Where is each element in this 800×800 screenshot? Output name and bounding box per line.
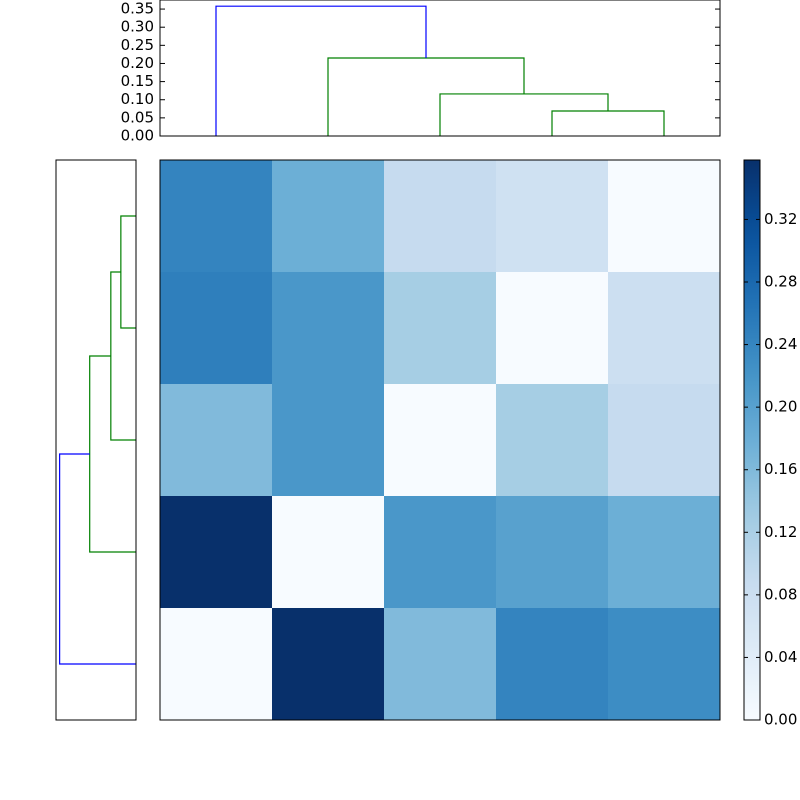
heatmap-cell [608,160,721,273]
y-tick-label: 0.20 [121,54,154,72]
dendrogram-link [89,355,136,553]
heatmap-cell [384,272,497,385]
y-tick-label: 0.15 [121,72,154,90]
colorbar-tick-label: 0.16 [764,460,797,478]
y-tick-label: 0.05 [121,108,154,126]
heatmap-cell [384,384,497,497]
colorbar-tick-label: 0.04 [764,648,797,666]
colorbar-tick-label: 0.28 [764,273,797,291]
heatmap-cell [160,608,273,721]
colorbar-tick-label: 0.08 [764,585,797,603]
heatmap-cell [496,272,609,385]
heatmap-cell [384,608,497,721]
heatmap-cell [272,608,385,721]
heatmap-cell [496,496,609,609]
heatmap-cell [160,384,273,497]
y-tick-label: 0.00 [121,127,154,145]
heatmap-cell [160,160,273,273]
heatmap-cell [496,160,609,273]
heatmap-cell [384,496,497,609]
colorbar-tick-label: 0.00 [764,711,797,729]
dendrogram-link [59,453,136,665]
heatmap-cell [608,496,721,609]
heatmap-cell [608,384,721,497]
heatmap-cell [608,608,721,721]
dendrogram-link [215,5,427,136]
axes-frame [55,159,137,721]
heatmap-cell [272,496,385,609]
dendrogram-link [110,271,136,441]
y-tick-label: 0.25 [121,36,154,54]
heatmap-cell [272,160,385,273]
colorbar-tick-label: 0.24 [764,335,797,353]
dendrogram-link [120,215,136,329]
y-tick-label: 0.35 [121,0,154,18]
heatmap-cell [608,272,721,385]
heatmap-cell [496,384,609,497]
heatmap-cell [272,272,385,385]
dendrogram-link [551,110,665,136]
axes-frame [159,159,721,721]
dendrogram-link [327,57,525,136]
heatmap-cell [496,608,609,721]
heatmap-cell [272,384,385,497]
colorbar [743,159,761,721]
colorbar-tick-label: 0.20 [764,398,797,416]
dendrogram-link [439,93,609,136]
colorbar-tick-label: 0.32 [764,210,797,228]
heatmap-cell [160,272,273,385]
heatmap-cell [384,160,497,273]
colorbar-tick-label: 0.12 [764,523,797,541]
y-tick-label: 0.30 [121,18,154,36]
heatmap-cell [160,496,273,609]
axes-frame [159,0,721,137]
y-tick-label: 0.10 [121,90,154,108]
